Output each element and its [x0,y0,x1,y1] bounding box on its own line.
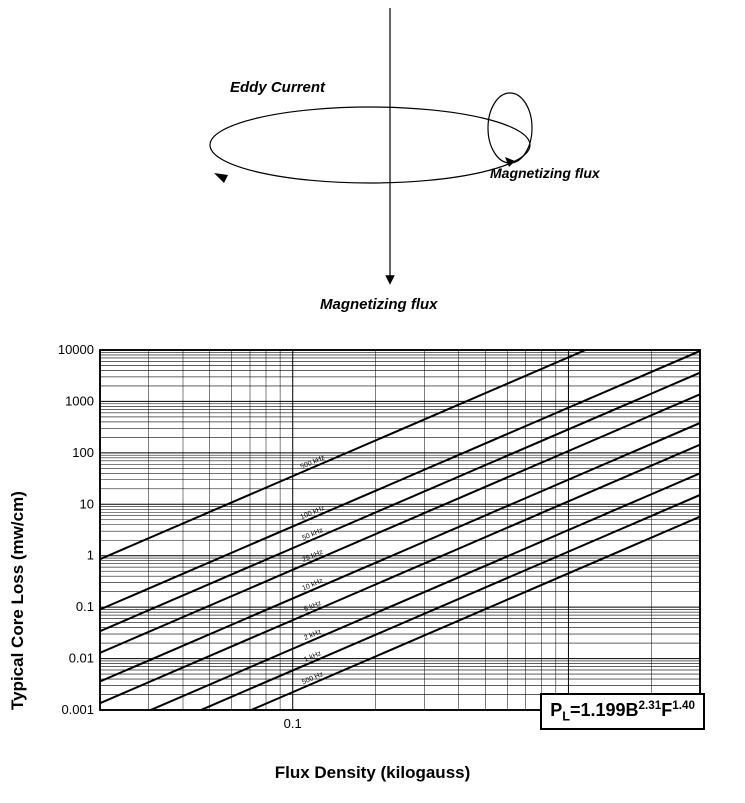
svg-text:0.1: 0.1 [284,716,302,731]
svg-text:10: 10 [80,496,94,511]
y-axis-label: Typical Core Loss (mw/cm) [8,491,28,710]
diagram-svg [0,0,745,340]
magnetizing-flux-small-label: Magnetizing flux [490,165,600,181]
svg-text:1: 1 [87,548,94,563]
eddy-current-diagram: Eddy Current Magnetizing flux Magnetizin… [0,0,745,340]
x-axis-label: Flux Density (kilogauss) [0,763,745,783]
svg-text:0.001: 0.001 [61,702,94,717]
svg-text:0.01: 0.01 [69,651,94,666]
eddy-current-label: Eddy Current [230,79,325,96]
svg-text:100: 100 [72,445,94,460]
core-loss-chart: Typical Core Loss (mw/cm) 0.001 0.01 0.1 1 1… [0,345,745,785]
magnetizing-flux-main-label: Magnetizing flux [320,296,438,313]
svg-text:1000: 1000 [65,393,94,408]
svg-text:0.1: 0.1 [76,599,94,614]
svg-text:10000: 10000 [58,345,94,357]
equation-box: PL=1.199B2.31F1.40 [540,693,705,730]
